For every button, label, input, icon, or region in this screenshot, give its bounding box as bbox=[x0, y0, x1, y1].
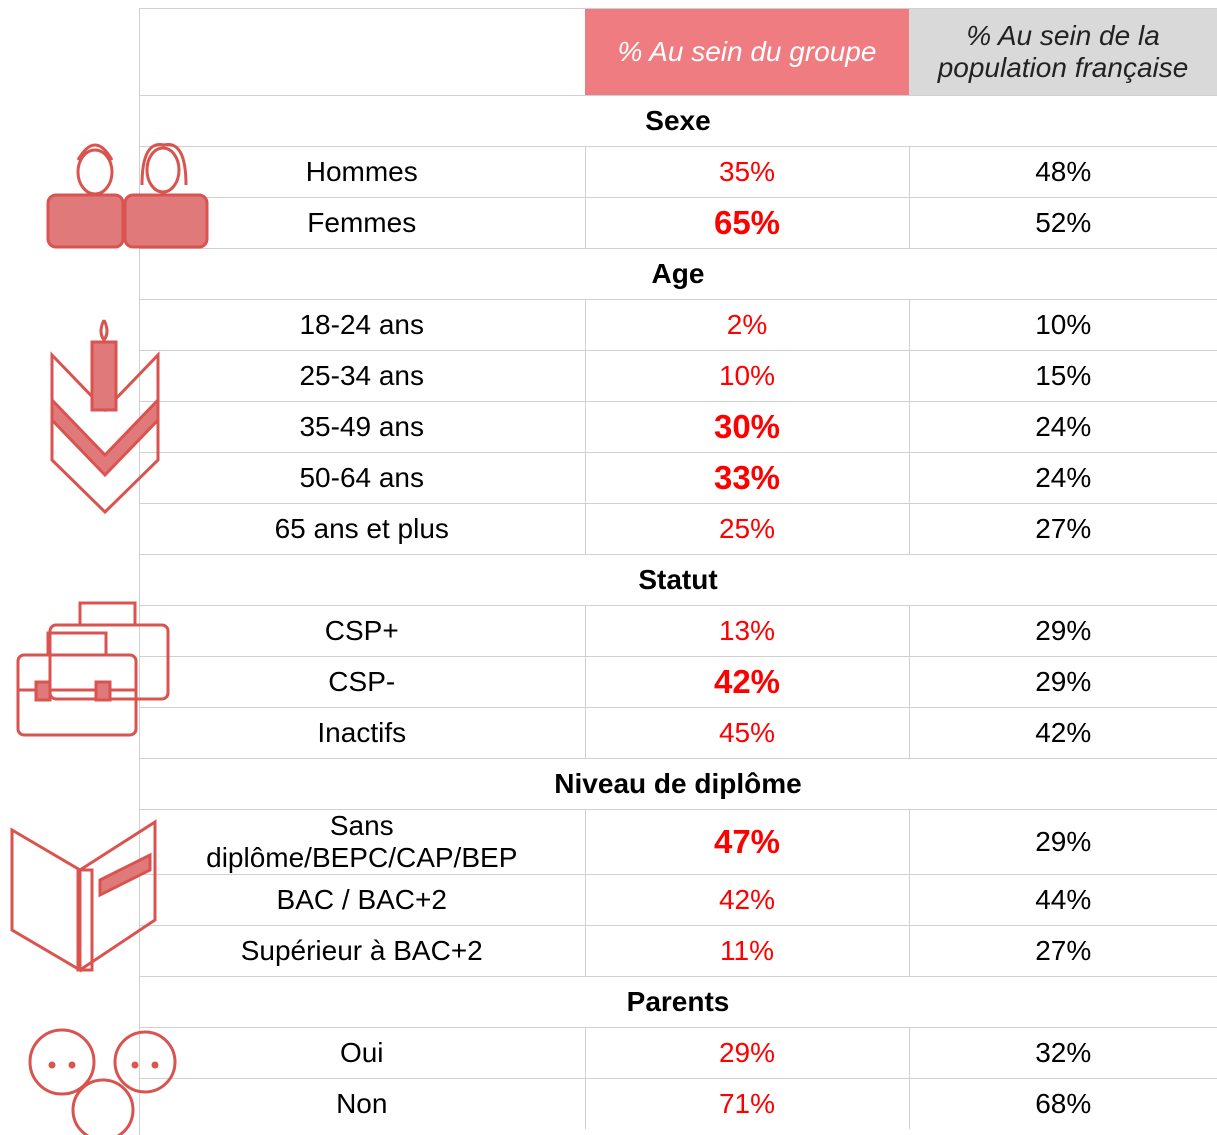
section-row: Age bbox=[139, 248, 1217, 300]
population-value: 27% bbox=[908, 503, 1217, 555]
section-title: Statut bbox=[139, 554, 1217, 606]
data-row: Sans diplôme/BEPC/CAP/BEP 47% 29% bbox=[139, 808, 1217, 875]
header-cell: % Au sein du groupe bbox=[585, 8, 909, 96]
row-label: 65 ans et plus bbox=[139, 503, 585, 555]
group-value: 33% bbox=[584, 452, 909, 504]
group-value: 30% bbox=[584, 401, 909, 453]
row-label: Oui bbox=[139, 1027, 585, 1079]
data-row: Oui 29% 32% bbox=[139, 1027, 1217, 1079]
section-row: Sexe bbox=[139, 95, 1217, 147]
population-value: 48% bbox=[908, 146, 1217, 198]
population-value: 68% bbox=[908, 1078, 1217, 1130]
group-value: 2% bbox=[584, 299, 909, 351]
group-value: 71% bbox=[584, 1078, 909, 1130]
row-label: 50-64 ans bbox=[139, 452, 585, 504]
population-value: 24% bbox=[908, 401, 1217, 453]
data-row: 35-49 ans 30% 24% bbox=[139, 401, 1217, 453]
section-title: Parents bbox=[139, 976, 1217, 1028]
row-label: 18-24 ans bbox=[139, 299, 585, 351]
data-row: 18-24 ans 2% 10% bbox=[139, 299, 1217, 351]
group-value: 29% bbox=[584, 1027, 909, 1079]
population-value: 52% bbox=[908, 197, 1217, 249]
group-value: 42% bbox=[584, 656, 909, 708]
population-value: 10% bbox=[908, 299, 1217, 351]
row-label: Hommes bbox=[139, 146, 585, 198]
header-row: % Au sein du groupe % Au sein de la popu… bbox=[139, 8, 1217, 96]
data-row: Femmes 65% 52% bbox=[139, 197, 1217, 249]
group-value: 65% bbox=[584, 197, 909, 249]
group-value: 42% bbox=[584, 874, 909, 926]
row-label: BAC / BAC+2 bbox=[139, 874, 585, 926]
data-row: Supérieur à BAC+2 11% 27% bbox=[139, 925, 1217, 977]
row-label: CSP+ bbox=[139, 605, 585, 657]
header-cell: % Au sein de la population française bbox=[909, 8, 1217, 96]
population-value: 32% bbox=[908, 1027, 1217, 1079]
row-label: Non bbox=[139, 1078, 585, 1130]
population-value: 42% bbox=[908, 707, 1217, 759]
population-value: 29% bbox=[908, 808, 1217, 875]
data-row: CSP+ 13% 29% bbox=[139, 605, 1217, 657]
population-value: 24% bbox=[908, 452, 1217, 504]
group-value: 47% bbox=[584, 808, 909, 875]
row-label: Femmes bbox=[139, 197, 585, 249]
population-value: 29% bbox=[908, 605, 1217, 657]
section-row: Niveau de diplôme bbox=[139, 758, 1217, 810]
group-value: 35% bbox=[584, 146, 909, 198]
section-row: Parents bbox=[139, 976, 1217, 1028]
row-label: Inactifs bbox=[139, 707, 585, 759]
book-icon bbox=[10, 819, 157, 973]
data-row: 25-34 ans 10% 15% bbox=[139, 350, 1217, 402]
data-row: BAC / BAC+2 42% 44% bbox=[139, 874, 1217, 926]
group-value: 25% bbox=[584, 503, 909, 555]
group-value: 11% bbox=[584, 925, 909, 977]
group-value: 45% bbox=[584, 707, 909, 759]
data-row: Hommes 35% 48% bbox=[139, 146, 1217, 198]
row-label: 35-49 ans bbox=[139, 401, 585, 453]
row-label: Sans diplôme/BEPC/CAP/BEP bbox=[139, 808, 585, 875]
header-empty bbox=[139, 8, 585, 96]
data-row: Non 71% 68% bbox=[139, 1078, 1217, 1130]
population-value: 27% bbox=[908, 925, 1217, 977]
section-title: Niveau de diplôme bbox=[139, 758, 1217, 810]
row-label: Supérieur à BAC+2 bbox=[139, 925, 585, 977]
row-label: 25-34 ans bbox=[139, 350, 585, 402]
table: % Au sein du groupe % Au sein de la popu… bbox=[139, 8, 1217, 1130]
section-title: Sexe bbox=[139, 95, 1217, 147]
population-value: 29% bbox=[908, 656, 1217, 708]
group-value: 13% bbox=[584, 605, 909, 657]
data-row: 65 ans et plus 25% 27% bbox=[139, 503, 1217, 555]
data-row: Inactifs 45% 42% bbox=[139, 707, 1217, 759]
group-value: 10% bbox=[584, 350, 909, 402]
population-value: 15% bbox=[908, 350, 1217, 402]
population-value: 44% bbox=[908, 874, 1217, 926]
data-row: 50-64 ans 33% 24% bbox=[139, 452, 1217, 504]
section-title: Age bbox=[139, 248, 1217, 300]
data-row: CSP- 42% 29% bbox=[139, 656, 1217, 708]
section-row: Statut bbox=[139, 554, 1217, 606]
row-label: CSP- bbox=[139, 656, 585, 708]
